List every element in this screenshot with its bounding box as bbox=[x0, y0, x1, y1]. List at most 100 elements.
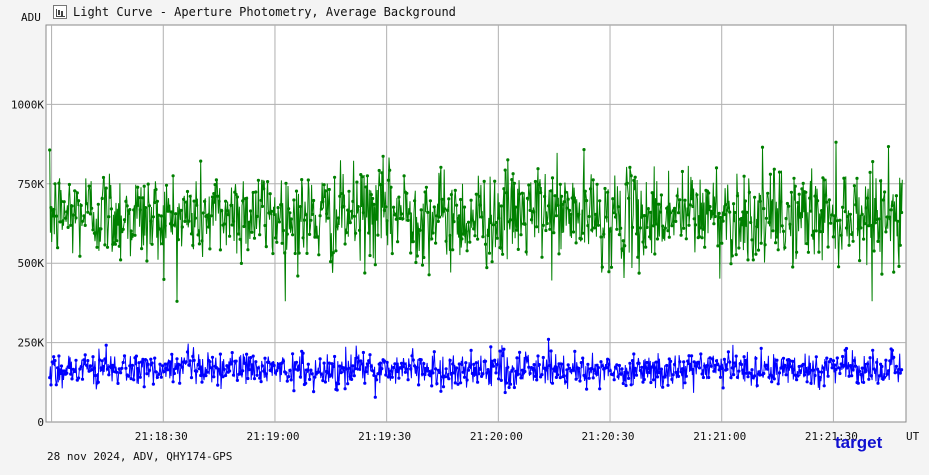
data-point bbox=[894, 194, 899, 198]
data-point bbox=[801, 362, 805, 366]
data-point bbox=[104, 186, 108, 190]
data-point bbox=[448, 358, 452, 362]
data-point bbox=[830, 213, 834, 217]
data-point bbox=[441, 385, 446, 389]
data-point bbox=[805, 242, 809, 246]
data-point bbox=[355, 356, 359, 360]
data-point bbox=[676, 211, 681, 215]
data-point bbox=[600, 364, 604, 368]
data-point bbox=[654, 222, 658, 226]
data-point bbox=[596, 223, 601, 227]
data-point bbox=[470, 371, 474, 376]
data-point bbox=[477, 194, 481, 198]
y-axis: 0 250K 500K 750K 1000K bbox=[11, 98, 44, 429]
data-point bbox=[797, 192, 801, 196]
data-point bbox=[629, 174, 633, 178]
data-point bbox=[239, 261, 243, 265]
data-point bbox=[461, 370, 465, 374]
data-point bbox=[288, 211, 292, 215]
data-point bbox=[218, 352, 222, 356]
data-point bbox=[742, 174, 746, 178]
data-point bbox=[602, 232, 606, 236]
data-point bbox=[281, 228, 285, 233]
data-point bbox=[591, 376, 595, 380]
data-point bbox=[170, 210, 174, 214]
data-point bbox=[851, 368, 855, 372]
data-point bbox=[178, 381, 182, 385]
data-point bbox=[809, 381, 813, 385]
data-point bbox=[459, 197, 463, 202]
data-point bbox=[494, 220, 498, 225]
data-point bbox=[455, 203, 459, 207]
data-point bbox=[582, 148, 586, 152]
data-point bbox=[309, 218, 313, 222]
data-point bbox=[697, 235, 702, 239]
data-point bbox=[397, 195, 401, 199]
data-point bbox=[503, 168, 507, 172]
data-point bbox=[856, 227, 860, 231]
data-point bbox=[868, 356, 872, 360]
data-point bbox=[565, 206, 569, 210]
data-point bbox=[161, 364, 165, 368]
data-point bbox=[275, 369, 279, 373]
data-point bbox=[621, 239, 625, 243]
data-point bbox=[393, 213, 397, 217]
data-point bbox=[241, 199, 245, 203]
data-point bbox=[365, 174, 369, 178]
data-point bbox=[130, 232, 134, 236]
data-point bbox=[746, 375, 750, 379]
data-point bbox=[755, 384, 759, 388]
data-point bbox=[495, 236, 499, 240]
data-point bbox=[406, 218, 410, 222]
data-point bbox=[519, 376, 523, 380]
data-point bbox=[746, 258, 750, 262]
data-point bbox=[766, 191, 770, 195]
data-point bbox=[516, 247, 520, 251]
data-point bbox=[468, 365, 472, 369]
data-point bbox=[406, 378, 410, 382]
data-point bbox=[540, 373, 544, 377]
data-point bbox=[67, 365, 71, 370]
data-point bbox=[772, 377, 776, 381]
data-point bbox=[516, 372, 520, 376]
data-point bbox=[528, 208, 532, 212]
data-point bbox=[380, 367, 384, 371]
data-point bbox=[784, 373, 788, 377]
data-point bbox=[54, 383, 58, 387]
data-point bbox=[252, 377, 257, 381]
data-point bbox=[813, 194, 817, 198]
data-point bbox=[207, 225, 211, 229]
data-point bbox=[460, 362, 464, 366]
chart-icon[interactable] bbox=[53, 5, 67, 19]
data-point bbox=[389, 185, 393, 189]
data-point bbox=[359, 359, 363, 363]
data-point bbox=[229, 362, 233, 366]
data-point bbox=[483, 242, 488, 246]
data-point bbox=[842, 363, 846, 368]
data-point bbox=[646, 207, 650, 211]
data-point bbox=[552, 231, 556, 235]
data-point bbox=[153, 200, 157, 205]
data-point bbox=[888, 215, 892, 219]
data-point bbox=[717, 368, 721, 372]
data-point bbox=[115, 370, 119, 374]
data-point bbox=[61, 219, 65, 223]
data-point bbox=[146, 182, 150, 186]
data-point bbox=[285, 232, 289, 236]
data-point bbox=[837, 265, 841, 269]
data-point bbox=[734, 253, 738, 257]
y-axis-label: ADU bbox=[21, 11, 41, 24]
data-point bbox=[574, 241, 578, 245]
data-point bbox=[737, 246, 741, 250]
data-point bbox=[718, 215, 723, 220]
data-point bbox=[409, 251, 413, 255]
data-point bbox=[86, 359, 90, 363]
data-point bbox=[228, 369, 232, 373]
y-tick-label: 1000K bbox=[11, 98, 44, 111]
data-point bbox=[474, 192, 478, 196]
data-point bbox=[237, 232, 241, 236]
data-point bbox=[651, 224, 656, 228]
data-point bbox=[562, 374, 566, 378]
data-point bbox=[321, 200, 325, 204]
